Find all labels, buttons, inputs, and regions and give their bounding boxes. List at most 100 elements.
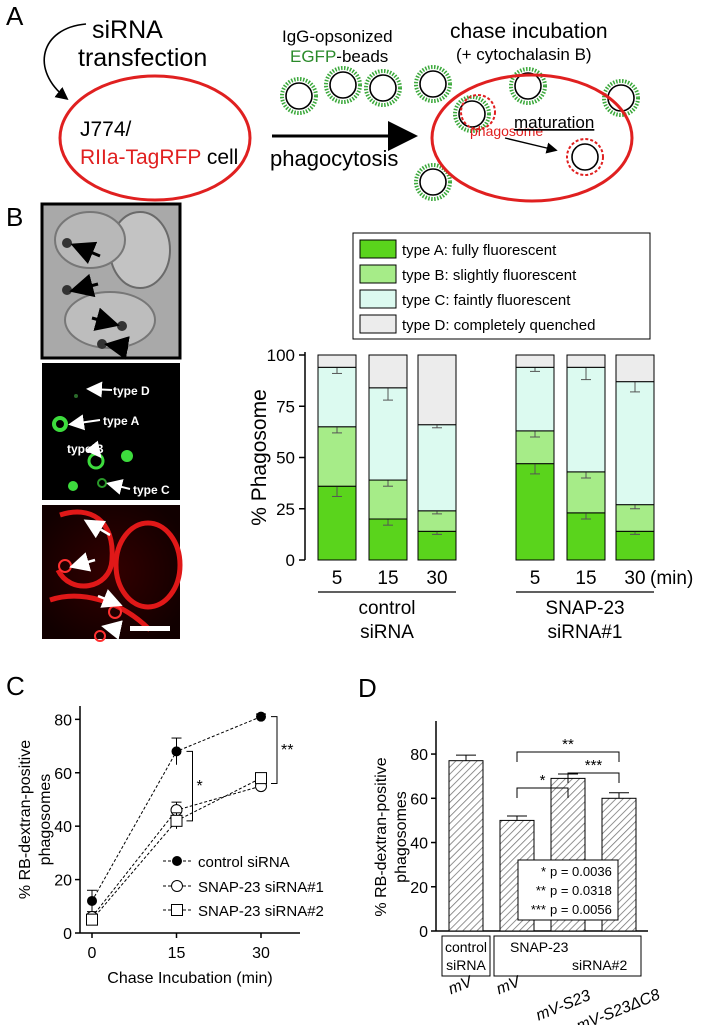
- bead-halo: [509, 67, 547, 105]
- c-legend-marker: [171, 904, 183, 916]
- beads-text-line2: EGFP-beads: [290, 47, 388, 66]
- micrograph-egfp: type D type A type B type C: [42, 363, 180, 500]
- b-x-tick-label: 30: [624, 568, 645, 589]
- d-y-axis-label-line2: phagosomes: [393, 791, 410, 883]
- d-pvalue-text: p = 0.0056: [550, 902, 612, 917]
- b-bar-segment: [515, 463, 555, 561]
- b-x-tick-label: 15: [377, 568, 398, 589]
- b-bar-segment: [515, 366, 555, 432]
- c-point: [87, 895, 97, 906]
- b-x-tick-label: 15: [575, 568, 596, 589]
- beads-egfp-text: EGFP: [290, 47, 336, 66]
- b-x-tick-label: 30: [426, 568, 447, 589]
- d-y-axis-label-line1: % RB-dextran-positive: [373, 757, 390, 916]
- panel-c-label: C: [6, 671, 25, 701]
- b-y-axis-label: % Phagosome: [248, 389, 271, 526]
- b-legend-swatch: [359, 264, 397, 284]
- b-bar-segment: [368, 354, 408, 389]
- c-legend-label: control siRNA: [198, 854, 290, 871]
- b-bar-segment: [368, 387, 408, 481]
- panel-b-label: B: [6, 202, 23, 232]
- chase-text-line2: (+ cytochalasin B): [456, 45, 592, 64]
- panel-c: C 0 20 40 60 80 0 15 30 Chase Incubation (min) % …: [6, 671, 324, 987]
- b-y-tick-label: 75: [276, 397, 295, 416]
- d-pvalue-box: [517, 859, 619, 921]
- b-bar-segment: [566, 471, 606, 514]
- c-x-tick-label: 0: [88, 945, 97, 962]
- b-legend-label: type B: slightly fluorescent: [402, 267, 577, 284]
- chase-text-line1: chase incubation: [450, 20, 608, 43]
- sirna-text-line1: siRNA: [92, 16, 163, 44]
- cell-text-red: RIIa-TagRFP: [80, 146, 201, 169]
- maturation-arrow: [504, 137, 558, 154]
- beads-text-line1: IgG-opsonized: [282, 27, 393, 46]
- c-y-tick-label: 20: [54, 873, 72, 890]
- d-pvalue-stars: ***: [531, 902, 546, 917]
- b-group-label-line2: siRNA: [360, 622, 414, 643]
- phagocytosis-label: phagocytosis: [270, 146, 398, 171]
- c-legend-label: SNAP-23 siRNA#1: [198, 879, 324, 896]
- egfp-bead: [419, 168, 447, 196]
- c-sig-bracket: [271, 716, 278, 784]
- c-y-tick-label: 60: [54, 766, 72, 783]
- b-group-label-line2: siRNA#1: [548, 622, 623, 643]
- egfp-bead: [329, 71, 357, 99]
- d-y-tick-label: 60: [410, 791, 428, 808]
- b-legend-swatch: [359, 314, 397, 334]
- d-sig-label: **: [562, 736, 574, 753]
- d-group2-box: [493, 935, 642, 977]
- b-legend-label: type A: fully fluorescent: [402, 242, 557, 259]
- d-group2-line1: SNAP-23: [510, 939, 569, 955]
- b-y-tick-label: 50: [276, 449, 295, 468]
- d-pvalue-stars: **: [536, 883, 546, 898]
- c-point: [170, 814, 183, 827]
- c-sig-label: *: [197, 778, 203, 795]
- d-sig-label: *: [540, 772, 546, 789]
- c-sig-label: **: [281, 742, 293, 759]
- b-x-tick-label: 5: [332, 568, 343, 589]
- mic-label-type-a: type A: [103, 414, 140, 428]
- b-bar-segment: [566, 366, 606, 473]
- b-legend-swatch: [359, 289, 397, 309]
- d-group2-line2: siRNA#2: [572, 957, 627, 973]
- transfection-arrow: [43, 23, 87, 100]
- c-y-tick-label: 80: [54, 712, 72, 729]
- d-sig-bracket: [516, 751, 620, 762]
- b-bar-segment: [417, 424, 457, 512]
- c-point: [171, 746, 182, 757]
- egfp-bead: [419, 70, 447, 98]
- b-bar-segment: [417, 354, 457, 426]
- bead-halo: [324, 66, 362, 104]
- mature-bead: [571, 143, 599, 171]
- b-bar-segment: [317, 426, 357, 487]
- bead-halo: [414, 163, 452, 201]
- b-bar-segment: [566, 512, 606, 561]
- d-pvalue-text: p = 0.0036: [550, 864, 612, 879]
- c-x-tick-label: 15: [168, 945, 186, 962]
- bead-halo: [602, 79, 640, 117]
- d-group1-box: [441, 935, 491, 977]
- c-point: [256, 711, 266, 722]
- panel-d-label: D: [358, 673, 377, 703]
- mic-label-type-d: type D: [113, 384, 150, 398]
- cell-outline-chase: [430, 73, 634, 203]
- mic-label-type-b: type B: [67, 442, 104, 456]
- c-legend-marker: [171, 880, 183, 892]
- panel-a-label: A: [6, 1, 24, 31]
- c-x-tick-label: 30: [252, 945, 270, 962]
- cell-text-line1: J774/: [80, 118, 132, 141]
- d-pvalue-stars: *: [541, 864, 546, 879]
- c-y-axis-label-line2: phagosomes: [37, 774, 54, 866]
- c-sig-bracket: [186, 750, 193, 822]
- egfp-bead: [514, 72, 542, 100]
- phagosome-label: phagosome: [470, 123, 543, 139]
- d-y-tick-label: 80: [410, 747, 428, 764]
- b-x-tick-label: 5: [530, 568, 541, 589]
- panel-d: D 0 20 40 60 80 % RB-dextran-positive phagosom…: [358, 673, 663, 1030]
- micrograph-brightfield: [40, 202, 182, 360]
- egfp-bead: [369, 74, 397, 102]
- d-pvalue-text: p = 0.0318: [550, 883, 612, 898]
- mic-label-type-c: type C: [133, 483, 170, 497]
